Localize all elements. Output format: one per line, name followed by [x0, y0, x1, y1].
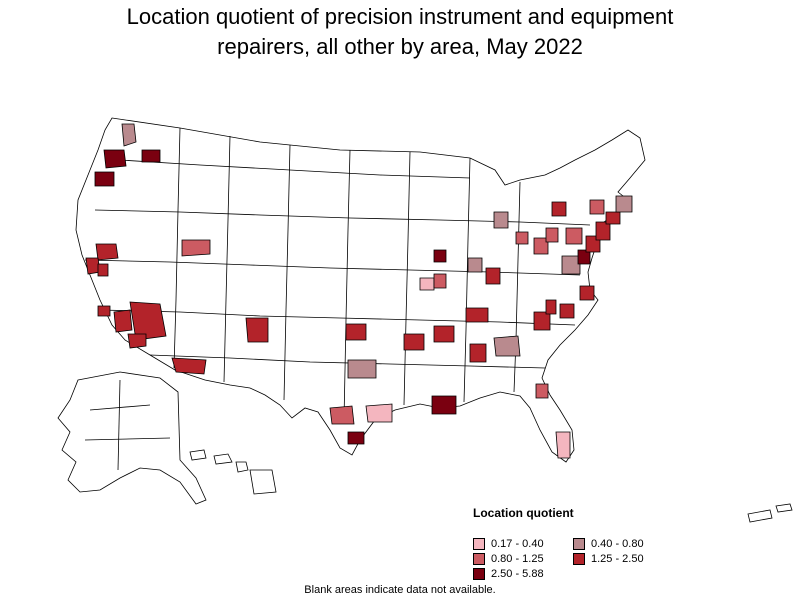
legend-label-5: 2.50 - 5.88: [491, 568, 544, 580]
legend-item-5: 2.50 - 5.88: [473, 568, 573, 580]
legend-item-4: 1.25 - 2.50: [573, 553, 673, 565]
legend-item-2: 0.40 - 0.80: [573, 538, 673, 550]
area-central-texas: [347, 359, 377, 379]
legend-label-4: 1.25 - 2.50: [591, 553, 644, 565]
area-greenville: [545, 299, 557, 315]
map-title-line-1: Location quotient of precision instrumen…: [126, 4, 674, 29]
area-rochester: [551, 201, 567, 217]
area-indianapolis: [467, 257, 483, 273]
legend-title: Location quotient: [473, 506, 574, 520]
area-dallas: [345, 323, 367, 341]
area-sacramento: [95, 243, 119, 261]
territory-islands: [747, 503, 793, 523]
legend-grid: 0.17 - 0.40 0.40 - 0.80 0.80 - 1.25 1.25…: [473, 538, 693, 580]
area-new-orleans: [431, 395, 457, 415]
area-tucson: [171, 357, 207, 375]
alaska-outline: [57, 371, 207, 505]
legend-label-3: 0.80 - 1.25: [491, 553, 544, 565]
map-title-line-2: repairers, all other by area, May 2022: [217, 34, 583, 59]
area-santa-barbara: [97, 305, 111, 317]
area-tampa: [555, 431, 571, 459]
area-san-antonio: [329, 405, 355, 425]
area-reno: [181, 239, 211, 257]
area-albany: [589, 199, 605, 215]
area-louisville: [485, 267, 501, 285]
area-pittsburgh: [545, 227, 559, 243]
area-toledo: [515, 231, 529, 245]
area-connecticut: [605, 211, 621, 225]
area-boston: [615, 195, 633, 213]
area-albuquerque: [245, 317, 269, 343]
area-spokane: [141, 149, 161, 163]
area-charlotte: [533, 311, 551, 331]
legend-label-1: 0.17 - 0.40: [491, 538, 544, 550]
legend-swatch-1: [473, 538, 485, 550]
legend-swatch-2: [573, 538, 585, 550]
legend-swatch-3: [473, 553, 485, 565]
area-jacksonville: [535, 383, 549, 399]
hawaii-islands: [189, 449, 277, 495]
area-peoria: [433, 249, 447, 263]
area-tulsa: [403, 333, 425, 351]
area-raleigh: [559, 303, 575, 319]
area-virginia: [561, 255, 581, 275]
area-michigan: [493, 211, 509, 229]
area-columbus: [533, 237, 549, 255]
area-kansas-city: [419, 277, 435, 291]
area-seattle: [121, 123, 137, 147]
area-san-diego: [127, 333, 147, 349]
area-oregon-south: [94, 171, 115, 187]
legend-item-3: 0.80 - 1.25: [473, 553, 573, 565]
area-corpus-christi: [347, 431, 365, 445]
alaska-boundaries: [84, 379, 171, 471]
area-houston: [365, 403, 393, 423]
legend-swatch-5: [473, 568, 485, 580]
area-portland: [103, 149, 127, 169]
area-new-jersey: [595, 221, 611, 241]
contiguous-us-outline: [75, 117, 646, 463]
area-st-louis: [433, 273, 447, 289]
area-riverside: [129, 301, 167, 341]
area-fresno: [97, 263, 109, 277]
area-jackson: [469, 343, 487, 363]
footnote: Blank areas indicate data not available.: [304, 584, 496, 596]
area-nashville: [465, 307, 489, 323]
legend-item-1: 0.17 - 0.40: [473, 538, 573, 550]
location-quotient-areas: [85, 123, 633, 459]
area-richmond: [579, 285, 595, 301]
area-boundaries: [84, 127, 591, 421]
area-pennsylvania: [565, 227, 583, 245]
legend-label-2: 0.40 - 0.80: [591, 538, 644, 550]
legend: Location quotient 0.17 - 0.40 0.40 - 0.8…: [473, 506, 693, 580]
area-los-angeles: [113, 309, 133, 333]
area-little-rock: [433, 325, 455, 343]
map-title: Location quotient of precision instrumen…: [0, 2, 800, 62]
legend-swatch-4: [573, 553, 585, 565]
area-atlanta: [493, 335, 521, 357]
